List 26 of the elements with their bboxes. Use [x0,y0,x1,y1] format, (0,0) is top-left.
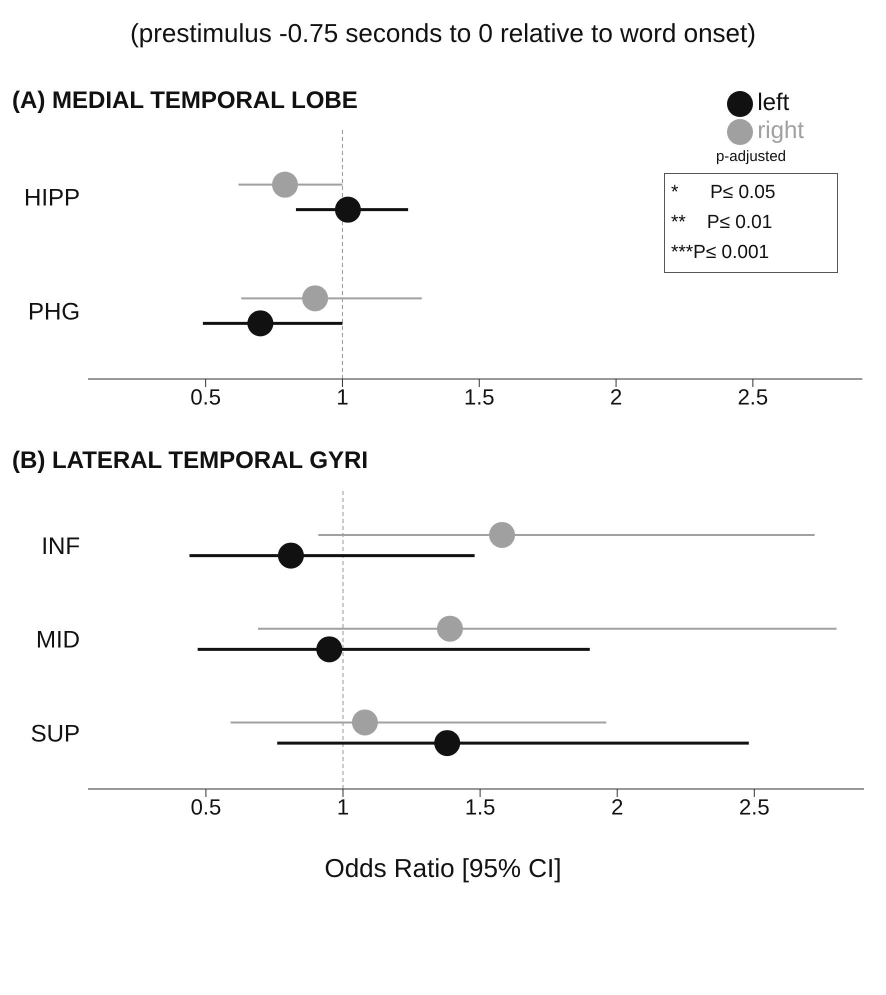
legend-label: right [757,117,804,144]
x-tick-label: 2.5 [739,794,770,820]
y-tick-label: HIPP [24,184,80,212]
annotation: ** P≤ 0.01 [671,211,774,235]
annotation: p-adjusted [714,148,788,165]
x-tick-label: 2 [610,384,622,410]
y-tick-label: INF [41,532,80,560]
legend-label: left [757,89,790,116]
chart-title: (A) MEDIAL TEMPORAL LOBE [12,87,358,114]
y-tick-label: MID [36,626,80,654]
x-axis-title: Odds Ratio [95% CI] [324,853,562,884]
x-tick-label: 1 [336,384,349,410]
y-tick-label: SUP [30,720,80,748]
key-box: * P≤ 0.05 ** P≤ 0.01 ***P≤ 0.001 [664,173,838,273]
x-tick-label: 0.5 [190,794,222,820]
x-tick-label: 1 [336,794,350,820]
chart-title: (B) LATERAL TEMPORAL GYRI [11,446,369,476]
chart-subtitle: (prestimulus -0.75 seconds to 0 relative to word onset) [129,17,757,50]
x-tick-label: 0.5 [190,384,221,410]
annotation: ***P≤ 0.001 [671,241,770,265]
x-tick-label: 2 [611,794,624,820]
annotation: * P≤ 0.05 [671,181,776,205]
x-tick-label: 1.5 [464,384,495,410]
y-tick-label: PHG [28,298,80,326]
x-tick-label: 2.5 [738,384,768,410]
x-tick-label: 1.5 [464,794,496,820]
